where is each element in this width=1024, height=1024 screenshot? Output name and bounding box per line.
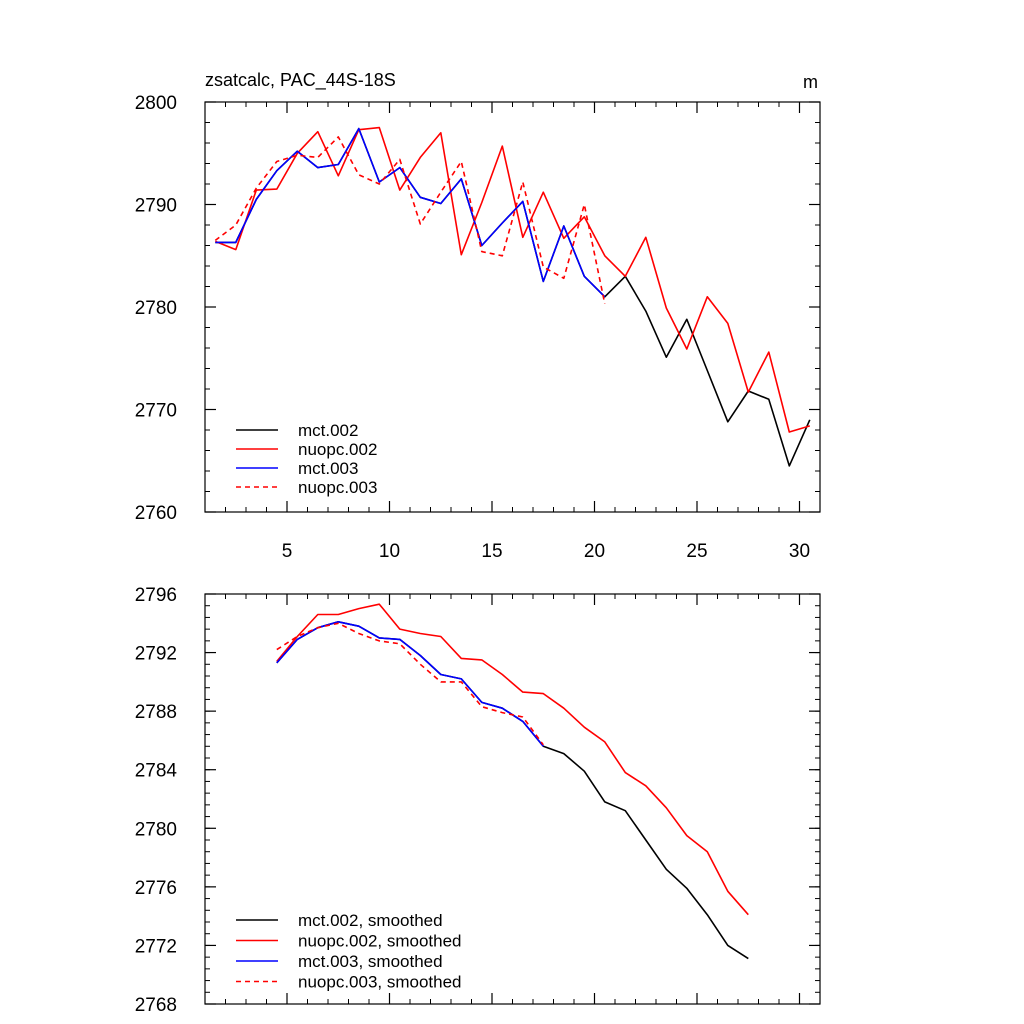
y-tick-label: 2770 [135, 401, 177, 422]
series-line-1 [215, 127, 811, 467]
series-line-3 [215, 127, 606, 298]
bottom-panel: 2768 2772 2776 2780 2784 2788 2792 2796 mct.002,… [135, 585, 821, 1016]
legend-label-1: mct.002 [298, 421, 358, 440]
series-line-2 [215, 126, 811, 433]
x-tick-label: 15 [481, 541, 502, 562]
x-tick-label: 30 [789, 541, 810, 562]
series-line-1 [276, 620, 749, 960]
legend-label-2: nuopc.002 [298, 440, 377, 459]
y-tick-label: 2780 [135, 298, 177, 319]
legend-label-4: nuopc.003, smoothed [298, 973, 462, 992]
x-tick-label: 5 [282, 541, 293, 562]
y-tick-label: 2780 [135, 819, 177, 840]
legend-label-3: mct.003 [298, 459, 358, 478]
units-label: m [803, 72, 818, 92]
y-tick-label: 2760 [135, 503, 177, 524]
legend-label-2: nuopc.002, smoothed [298, 932, 462, 951]
y-tick-label: 2800 [135, 93, 177, 114]
x-tick-label: 10 [379, 541, 400, 562]
x-tick-label: 20 [584, 541, 605, 562]
y-tick-label: 2796 [135, 585, 177, 606]
y-tick-label: 2790 [135, 196, 177, 217]
y-tick-label: 2772 [135, 936, 177, 957]
chart-title: zsatcalc, PAC_44S-18S [205, 70, 396, 91]
y-tick-label: 2768 [135, 995, 177, 1016]
y-tick-label: 2788 [135, 702, 177, 723]
series-line-2 [276, 603, 749, 916]
y-tick-label: 2776 [135, 878, 177, 899]
series-line-3 [276, 620, 544, 747]
y-tick-label: 2784 [135, 761, 178, 782]
legend-label-1: mct.002, smoothed [298, 911, 443, 930]
series-line-4 [214, 136, 606, 305]
legend-label-4: nuopc.003 [298, 478, 377, 497]
legend-label-3: mct.003, smoothed [298, 952, 443, 971]
series-line-4 [276, 622, 544, 746]
top-panel: 5 10 15 20 25 30 2760 2770 2780 2790 2800 zsatcalc,… [135, 70, 821, 562]
x-tick-label: 25 [686, 541, 707, 562]
y-tick-label: 2792 [135, 644, 177, 665]
